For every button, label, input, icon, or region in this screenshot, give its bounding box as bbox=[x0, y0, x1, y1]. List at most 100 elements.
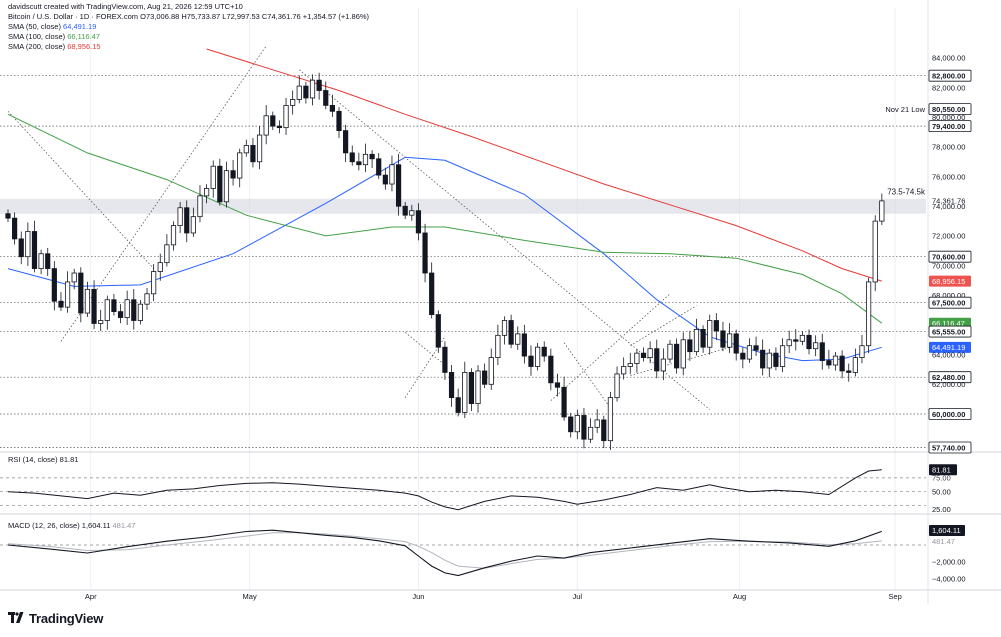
candle bbox=[409, 204, 415, 221]
candle bbox=[25, 222, 31, 266]
candle bbox=[654, 339, 660, 379]
candle-body bbox=[627, 363, 633, 367]
candle bbox=[740, 347, 746, 369]
candle-body bbox=[197, 195, 203, 218]
legend-sma50-label: SMA (50, close) bbox=[8, 22, 61, 31]
legend-sma50-value: 64,491.19 bbox=[63, 22, 97, 31]
candles bbox=[5, 72, 885, 450]
candle-body bbox=[12, 217, 18, 240]
candle bbox=[51, 261, 57, 311]
price-label-text: 68,956.15 bbox=[932, 277, 965, 286]
candle-body bbox=[237, 152, 243, 179]
candle-body bbox=[726, 333, 733, 348]
candle bbox=[38, 249, 44, 275]
candle bbox=[760, 339, 766, 376]
sma200-line bbox=[206, 48, 882, 282]
pane-separators bbox=[0, 0, 1001, 604]
candle bbox=[872, 215, 878, 292]
candle-body bbox=[839, 355, 845, 372]
candle bbox=[170, 221, 177, 251]
candle-body bbox=[429, 272, 435, 315]
price-label-text: 64,491.19 bbox=[932, 343, 965, 352]
candle bbox=[488, 348, 494, 390]
candle bbox=[210, 160, 216, 198]
candle-body bbox=[329, 104, 335, 112]
price-label-text: 84,000.00 bbox=[932, 54, 965, 63]
candle-body bbox=[91, 288, 97, 324]
candle-body bbox=[866, 281, 872, 347]
candle-body bbox=[779, 345, 786, 367]
candle bbox=[568, 412, 574, 438]
candle-body bbox=[336, 110, 342, 132]
candle bbox=[733, 329, 739, 361]
candle-body bbox=[786, 339, 792, 347]
candle-body bbox=[309, 79, 316, 99]
candle-body bbox=[164, 244, 170, 264]
nov21-low-label: Nov 21 Low bbox=[885, 105, 925, 114]
candle bbox=[64, 271, 71, 313]
candle-body bbox=[415, 210, 422, 234]
candle bbox=[594, 409, 600, 433]
candle-body bbox=[276, 125, 283, 129]
candle-body bbox=[203, 188, 210, 197]
candle-body bbox=[852, 357, 858, 373]
candle-body bbox=[170, 225, 177, 246]
candle-body bbox=[290, 99, 296, 106]
candle bbox=[614, 366, 620, 402]
price-label: 65,555.00 bbox=[928, 325, 972, 338]
price-label: 80,000.00 bbox=[932, 113, 965, 122]
candle bbox=[607, 391, 614, 450]
trendline bbox=[630, 305, 697, 347]
candle-body bbox=[541, 346, 547, 357]
candle-body bbox=[362, 153, 369, 166]
candle bbox=[78, 267, 84, 323]
trendline bbox=[630, 345, 737, 376]
candle bbox=[395, 154, 402, 216]
candle bbox=[866, 277, 872, 354]
candle bbox=[184, 200, 190, 243]
candle-body bbox=[25, 231, 31, 258]
candle-body bbox=[144, 293, 150, 305]
legend-sma100: SMA (100, close) 66,116.47 bbox=[8, 32, 100, 42]
zone-band bbox=[0, 198, 926, 214]
candle bbox=[296, 75, 302, 104]
legend-sma200-value: 68,956.15 bbox=[67, 42, 101, 51]
candle-body bbox=[674, 343, 680, 369]
candle bbox=[190, 207, 196, 237]
candle-body bbox=[369, 153, 375, 160]
price-label-text: 78,000.00 bbox=[932, 143, 965, 152]
candle-body bbox=[501, 320, 508, 336]
candle-body bbox=[38, 253, 44, 269]
macd-legend-signal: 481.47 bbox=[113, 521, 136, 530]
price-label-text: 62,000.00 bbox=[932, 380, 965, 389]
candle bbox=[819, 333, 825, 370]
price-label: 79,400.00 bbox=[928, 120, 972, 133]
candle-body bbox=[753, 345, 759, 351]
candle-body bbox=[581, 415, 587, 440]
candle bbox=[561, 376, 567, 421]
legend-sma200: SMA (200, close) 68,956.15 bbox=[8, 42, 101, 52]
tradingview-logo[interactable]: TradingView bbox=[8, 611, 103, 626]
candle bbox=[713, 313, 719, 341]
price-label: 68,000.00 bbox=[932, 291, 965, 300]
legend-sma100-value: 66,116.47 bbox=[67, 32, 101, 41]
trendline bbox=[299, 69, 710, 410]
candle bbox=[429, 262, 435, 319]
candle-body bbox=[448, 372, 455, 399]
candle-body bbox=[587, 426, 594, 440]
price-label: 64,000.00 bbox=[932, 350, 965, 359]
candle bbox=[455, 388, 461, 417]
date-label-may: May bbox=[243, 592, 257, 601]
candle-body bbox=[667, 343, 673, 360]
candle bbox=[71, 268, 77, 290]
candle-body bbox=[799, 334, 806, 342]
price-label-text: 72,000.00 bbox=[932, 232, 965, 241]
candle bbox=[283, 97, 289, 136]
candle-body bbox=[528, 355, 534, 367]
candle bbox=[879, 193, 885, 225]
symbol-line: Bitcoin / U.S. Dollar · 1D · FOREX.com O… bbox=[8, 12, 370, 21]
rsi-value-box bbox=[929, 464, 957, 476]
date-label-jul: Jul bbox=[573, 592, 583, 601]
annotations: Nov 21 Low 73.5-74.5k bbox=[885, 105, 926, 196]
candle-body bbox=[435, 314, 441, 348]
